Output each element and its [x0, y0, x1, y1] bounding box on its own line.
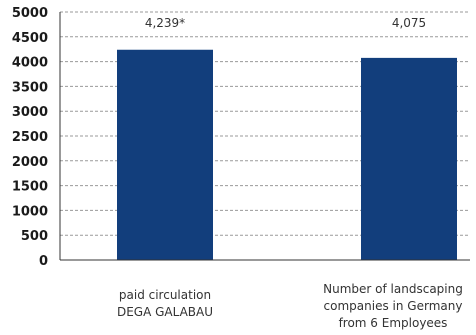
bar-layer	[117, 49, 457, 260]
bar	[117, 49, 213, 260]
data-label: 4,075	[392, 16, 426, 30]
y-tick-label: 2500	[12, 130, 48, 145]
y-tick-label: 3000	[12, 105, 48, 120]
y-tick-label: 5000	[12, 6, 48, 21]
axis-layer	[59, 12, 470, 261]
y-tick-label: 3500	[12, 80, 48, 95]
y-tick-label: 1500	[12, 180, 48, 195]
category-label: Number of landscaping	[323, 282, 463, 296]
bar	[361, 57, 457, 260]
category-label: companies in Germany	[324, 299, 463, 313]
y-tick-label: 4000	[12, 56, 48, 71]
data-label: 4,239*	[145, 16, 185, 30]
label-layer: 0 500 1000 1500 2000 2500 3000 3500 4000 4500 5000…	[12, 6, 463, 330]
y-tick-label: 2000	[12, 155, 48, 170]
category-label: from 6 Employees	[339, 316, 448, 330]
category-label: DEGA GALABAU	[117, 305, 213, 319]
category-label: paid circulation	[119, 288, 211, 302]
y-tick-label: 4500	[12, 31, 48, 46]
y-tick-label: 1000	[12, 204, 48, 219]
y-tick-label: 0	[39, 254, 48, 269]
y-tick-label: 500	[21, 229, 48, 244]
